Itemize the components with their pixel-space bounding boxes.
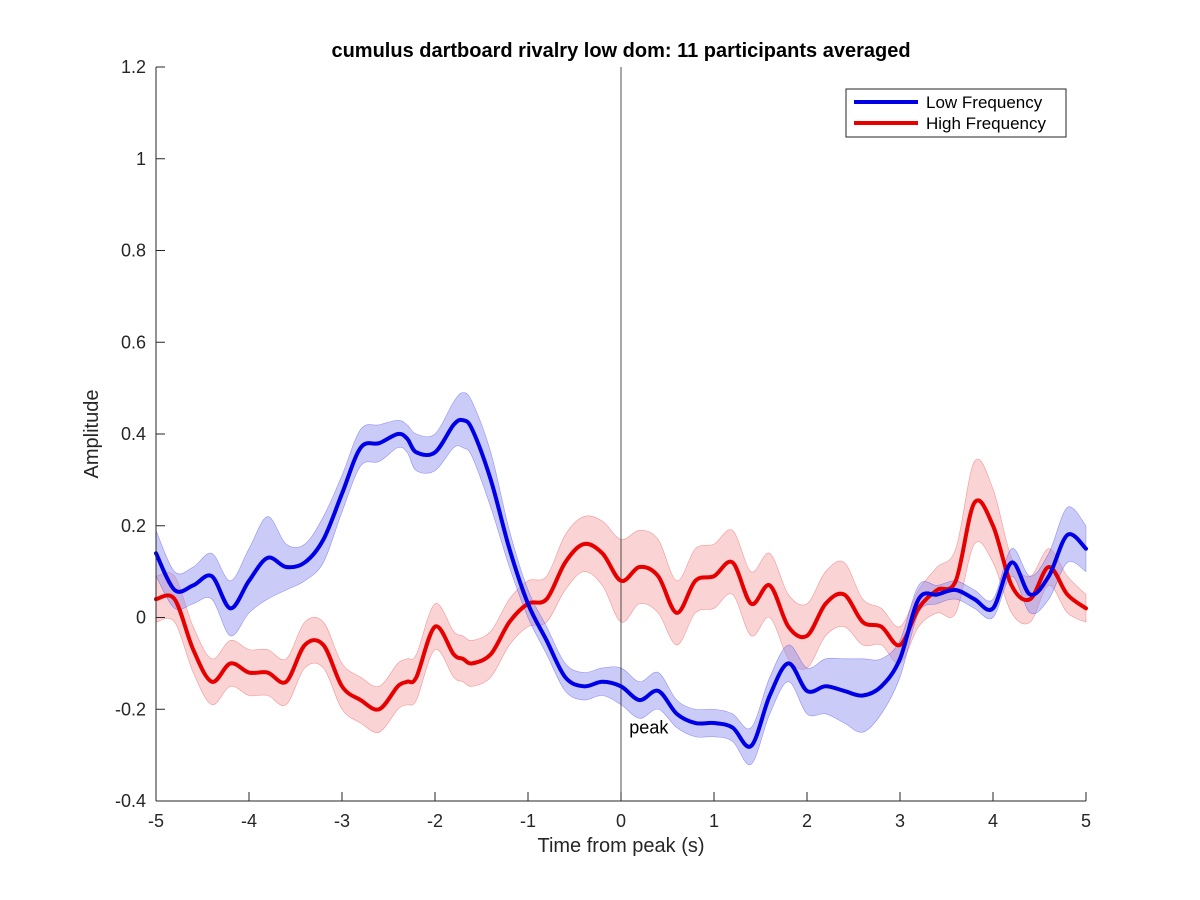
- x-tick-label: 2: [802, 811, 812, 831]
- x-ticks: -5 -4 -3 -2 -1 0 1 2 3 4 5: [148, 792, 1091, 831]
- x-axis-title: Time from peak (s): [537, 835, 704, 857]
- y-tick-label: 0.8: [121, 241, 146, 261]
- y-tick-label: -0.4: [115, 791, 146, 811]
- x-tick-label: 3: [895, 811, 905, 831]
- peak-annotation: peak: [629, 718, 669, 738]
- x-tick-label: 5: [1081, 811, 1091, 831]
- y-tick-label: 0.2: [121, 516, 146, 536]
- y-tick-label: 0: [136, 608, 146, 628]
- legend-box: [845, 88, 1067, 138]
- x-tick-label: 4: [988, 811, 998, 831]
- x-tick-label: -4: [241, 811, 257, 831]
- y-tick-label: -0.2: [115, 699, 146, 719]
- y-tick-label: 1: [136, 149, 146, 169]
- series-line-low-frequency: [154, 417, 1088, 749]
- x-tick-label: 0: [616, 811, 626, 831]
- x-tick-label: 1: [709, 811, 719, 831]
- chart-title: cumulus dartboard rivalry low dom: 11 pa…: [331, 40, 910, 62]
- series-line-high-frequency: [154, 498, 1088, 712]
- x-tick-label: -3: [334, 811, 350, 831]
- y-ticks: -0.4 -0.2 0 0.2 0.4 0.6 0.8 1 1.2: [115, 57, 165, 811]
- series-lines: [154, 417, 1088, 749]
- y-tick-label: 1.2: [121, 57, 146, 77]
- x-tick-label: -1: [520, 811, 536, 831]
- y-tick-label: 0.6: [121, 332, 146, 352]
- error-band-low-frequency: [155, 392, 1087, 766]
- legend: Low Frequency High Frequency: [845, 88, 1067, 138]
- x-tick-label: -2: [427, 811, 443, 831]
- y-axis-title: Amplitude: [81, 390, 103, 479]
- legend-label-high-frequency: High Frequency: [926, 114, 1047, 133]
- y-tick-label: 0.4: [121, 424, 146, 444]
- legend-label-low-frequency: Low Frequency: [926, 93, 1043, 112]
- x-tick-label: -5: [148, 811, 164, 831]
